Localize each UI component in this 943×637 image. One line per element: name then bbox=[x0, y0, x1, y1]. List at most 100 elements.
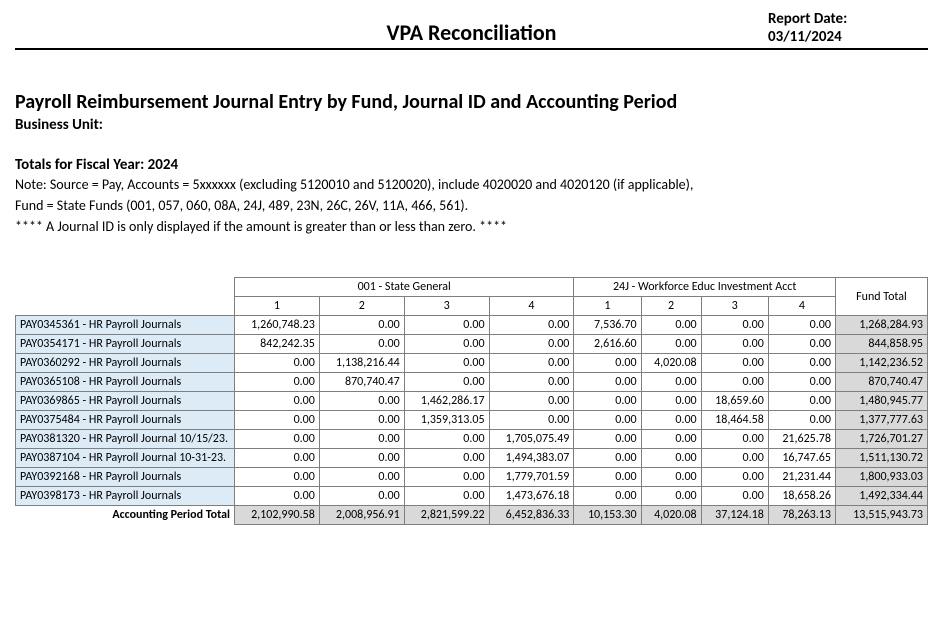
period-total-label: Accounting Period Total bbox=[16, 506, 235, 525]
amount-cell: 0.00 bbox=[574, 430, 641, 449]
amount-cell: 0.00 bbox=[574, 449, 641, 468]
amount-cell: 7,536.70 bbox=[574, 316, 641, 335]
amount-cell: 842,242.35 bbox=[235, 335, 320, 354]
fiscal-year-label: Totals for Fiscal Year: 2024 bbox=[15, 156, 928, 174]
amount-cell: 0.00 bbox=[701, 449, 768, 468]
amount-cell: 0.00 bbox=[404, 354, 489, 373]
journal-label: PAY0369865 - HR Payroll Journals bbox=[16, 392, 235, 411]
amount-cell: 1,260,748.23 bbox=[235, 316, 320, 335]
amount-cell: 18,464.58 bbox=[701, 411, 768, 430]
period-total-row: Accounting Period Total2,102,990.582,008… bbox=[16, 506, 928, 525]
period-header: 2 bbox=[319, 297, 404, 316]
period-total-cell: 78,263.13 bbox=[768, 506, 835, 525]
amount-cell: 0.00 bbox=[574, 392, 641, 411]
journal-label: PAY0354171 - HR Payroll Journals bbox=[16, 335, 235, 354]
amount-cell: 0.00 bbox=[701, 487, 768, 506]
table-row: PAY0360292 - HR Payroll Journals0.001,13… bbox=[16, 354, 928, 373]
amount-cell: 0.00 bbox=[641, 487, 701, 506]
amount-cell: 0.00 bbox=[319, 392, 404, 411]
amount-cell: 0.00 bbox=[701, 316, 768, 335]
amount-cell: 2,616.60 bbox=[574, 335, 641, 354]
row-total-cell: 1,511,130.72 bbox=[835, 449, 927, 468]
row-total-cell: 1,492,334.44 bbox=[835, 487, 927, 506]
period-total-cell: 2,102,990.58 bbox=[235, 506, 320, 525]
amount-cell: 0.00 bbox=[768, 411, 835, 430]
amount-cell: 0.00 bbox=[768, 392, 835, 411]
journal-label: PAY0345361 - HR Payroll Journals bbox=[16, 316, 235, 335]
amount-cell: 1,705,075.49 bbox=[489, 430, 574, 449]
amount-cell: 0.00 bbox=[701, 468, 768, 487]
table-row: PAY0365108 - HR Payroll Journals0.00870,… bbox=[16, 373, 928, 392]
table-head: 001 - State General24J - Workforce Educ … bbox=[16, 278, 928, 316]
amount-cell: 0.00 bbox=[489, 316, 574, 335]
row-total-cell: 1,377,777.63 bbox=[835, 411, 927, 430]
amount-cell: 0.00 bbox=[319, 487, 404, 506]
amount-cell: 0.00 bbox=[641, 335, 701, 354]
amount-cell: 0.00 bbox=[574, 468, 641, 487]
table-row: PAY0354171 - HR Payroll Journals842,242.… bbox=[16, 335, 928, 354]
journal-label: PAY0375484 - HR Payroll Journals bbox=[16, 411, 235, 430]
amount-cell: 18,659.60 bbox=[701, 392, 768, 411]
amount-cell: 0.00 bbox=[319, 468, 404, 487]
row-total-cell: 870,740.47 bbox=[835, 373, 927, 392]
table-row: PAY0369865 - HR Payroll Journals0.000.00… bbox=[16, 392, 928, 411]
amount-cell: 0.00 bbox=[319, 316, 404, 335]
journal-label: PAY0387104 - HR Payroll Journal 10-31-23… bbox=[16, 449, 235, 468]
journal-label: PAY0392168 - HR Payroll Journals bbox=[16, 468, 235, 487]
amount-cell: 0.00 bbox=[641, 449, 701, 468]
amount-cell: 18,658.26 bbox=[768, 487, 835, 506]
row-total-cell: 1,726,701.27 bbox=[835, 430, 927, 449]
header-date-label: Report Date: bbox=[768, 10, 928, 28]
amount-cell: 0.00 bbox=[641, 468, 701, 487]
period-header: 1 bbox=[574, 297, 641, 316]
header-date-value: 03/11/2024 bbox=[768, 28, 928, 46]
note-line-1: Note: Source = Pay, Accounts = 5xxxxxx (… bbox=[15, 174, 928, 195]
amount-cell: 0.00 bbox=[574, 373, 641, 392]
amount-cell: 0.00 bbox=[574, 411, 641, 430]
amount-cell: 0.00 bbox=[319, 411, 404, 430]
amount-cell: 4,020.08 bbox=[641, 354, 701, 373]
amount-cell: 870,740.47 bbox=[319, 373, 404, 392]
header-title: VPA Reconciliation bbox=[15, 19, 768, 46]
amount-cell: 0.00 bbox=[235, 449, 320, 468]
fund-group-header: 001 - State General bbox=[235, 278, 574, 297]
amount-cell: 0.00 bbox=[489, 392, 574, 411]
journal-label: PAY0365108 - HR Payroll Journals bbox=[16, 373, 235, 392]
header-date-block: Report Date: 03/11/2024 bbox=[768, 10, 928, 46]
amount-cell: 0.00 bbox=[489, 335, 574, 354]
amount-cell: 0.00 bbox=[641, 411, 701, 430]
amount-cell: 1,138,216.44 bbox=[319, 354, 404, 373]
period-total-cell: 37,124.18 bbox=[701, 506, 768, 525]
amount-cell: 0.00 bbox=[574, 354, 641, 373]
period-total-cell: 4,020.08 bbox=[641, 506, 701, 525]
amount-cell: 21,231.44 bbox=[768, 468, 835, 487]
amount-cell: 16,747.65 bbox=[768, 449, 835, 468]
table-body: PAY0345361 - HR Payroll Journals1,260,74… bbox=[16, 316, 928, 525]
amount-cell: 1,779,701.59 bbox=[489, 468, 574, 487]
amount-cell: 0.00 bbox=[489, 373, 574, 392]
amount-cell: 0.00 bbox=[574, 487, 641, 506]
amount-cell: 0.00 bbox=[404, 335, 489, 354]
amount-cell: 1,359,313.05 bbox=[404, 411, 489, 430]
period-header: 1 bbox=[235, 297, 320, 316]
journal-label: PAY0381320 - HR Payroll Journal 10/15/23… bbox=[16, 430, 235, 449]
amount-cell: 0.00 bbox=[235, 411, 320, 430]
note-line-3: **** A Journal ID is only displayed if t… bbox=[15, 216, 928, 237]
fund-total-header: Fund Total bbox=[835, 278, 927, 316]
amount-cell: 0.00 bbox=[319, 430, 404, 449]
amount-cell: 0.00 bbox=[404, 487, 489, 506]
row-total-cell: 844,858.95 bbox=[835, 335, 927, 354]
report-title: Payroll Reimbursement Journal Entry by F… bbox=[15, 90, 928, 114]
row-total-cell: 1,480,945.77 bbox=[835, 392, 927, 411]
amount-cell: 1,473,676.18 bbox=[489, 487, 574, 506]
corner-cell bbox=[16, 278, 235, 316]
amount-cell: 0.00 bbox=[489, 411, 574, 430]
amount-cell: 0.00 bbox=[701, 430, 768, 449]
amount-cell: 0.00 bbox=[701, 354, 768, 373]
period-header: 4 bbox=[489, 297, 574, 316]
row-total-cell: 1,268,284.93 bbox=[835, 316, 927, 335]
period-total-cell: 10,153.30 bbox=[574, 506, 641, 525]
amount-cell: 0.00 bbox=[641, 373, 701, 392]
row-total-cell: 1,800,933.03 bbox=[835, 468, 927, 487]
amount-cell: 0.00 bbox=[404, 373, 489, 392]
